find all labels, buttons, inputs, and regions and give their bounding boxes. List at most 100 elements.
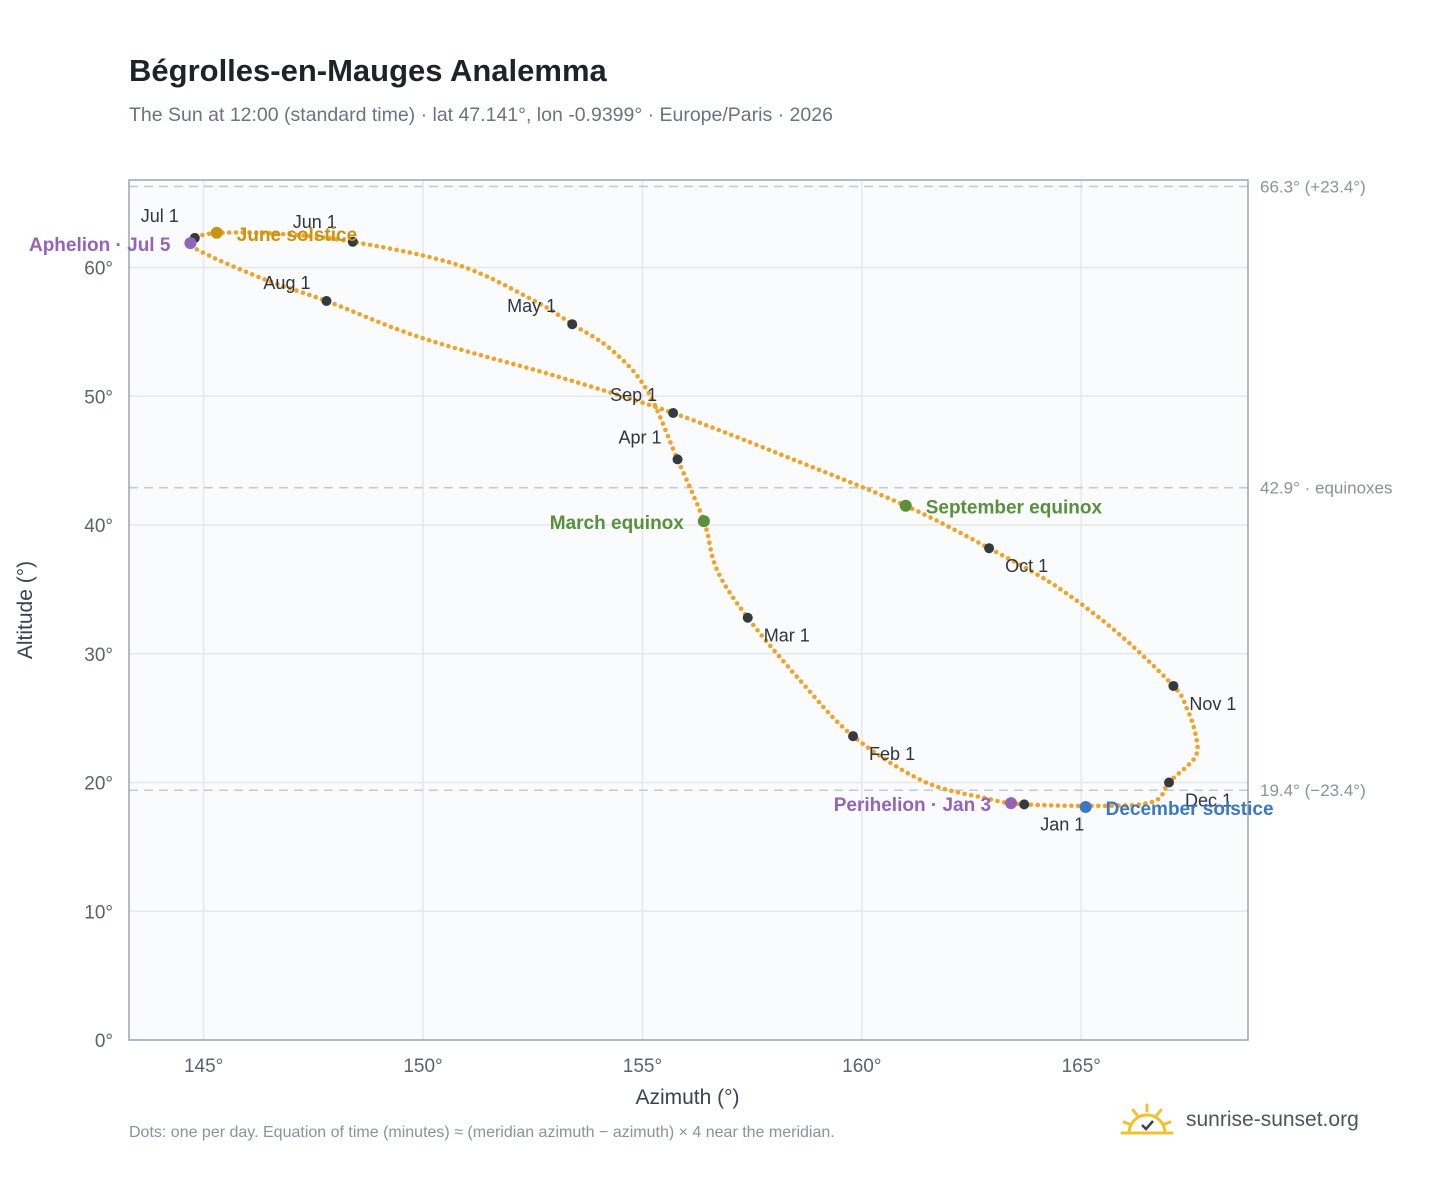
day-dot — [964, 533, 969, 539]
day-dot — [866, 487, 872, 493]
day-dot — [1055, 803, 1061, 808]
day-dot — [537, 369, 542, 374]
day-dot — [911, 774, 916, 779]
day-dot — [760, 445, 765, 450]
day-dot — [834, 719, 840, 724]
day-dot — [240, 230, 245, 235]
day-dot — [934, 518, 939, 523]
day-dot — [1017, 562, 1023, 568]
day-dot — [307, 292, 312, 298]
day-dot — [1187, 712, 1192, 717]
day-dot — [955, 790, 961, 795]
day-dot — [1155, 797, 1161, 802]
day-dot — [465, 266, 471, 271]
day-dot — [1195, 744, 1200, 750]
day-dot — [307, 233, 313, 239]
day-dot — [1085, 606, 1090, 612]
day-dot — [621, 358, 627, 364]
day-dot — [798, 679, 804, 684]
day-dot — [1011, 559, 1017, 564]
day-dot — [569, 378, 575, 384]
day-dot — [882, 756, 888, 762]
day-dot — [807, 689, 813, 695]
day-dot — [439, 341, 445, 347]
day-dot — [601, 341, 606, 346]
day-dot — [658, 415, 663, 420]
event-marker — [184, 237, 197, 250]
day-dot — [206, 231, 212, 237]
day-dot — [616, 354, 622, 359]
day-dot — [893, 764, 899, 769]
day-dot — [1127, 640, 1132, 646]
day-dot — [640, 400, 645, 406]
day-dot — [321, 235, 326, 240]
month-marker — [321, 296, 332, 307]
day-dot — [524, 365, 529, 370]
day-dot — [646, 402, 652, 408]
month-label: Feb 1 — [869, 744, 915, 764]
day-dot — [999, 552, 1005, 558]
y-tick-label: 10° — [84, 902, 113, 923]
day-dot — [532, 298, 538, 304]
day-dot — [772, 450, 778, 455]
reference-line-label: 19.4° (−23.4°) — [1260, 781, 1366, 800]
day-dot — [1101, 619, 1106, 624]
day-dot — [381, 245, 386, 250]
day-dot — [962, 791, 967, 797]
day-dot — [821, 704, 826, 710]
day-dot — [247, 230, 252, 235]
day-dot — [433, 340, 438, 345]
day-dot — [697, 420, 703, 426]
day-dot — [652, 402, 658, 408]
day-dot — [243, 269, 249, 275]
day-dot — [400, 248, 406, 254]
day-dot — [1160, 792, 1165, 797]
day-dot — [703, 422, 709, 428]
day-dot — [555, 312, 561, 318]
day-dot — [1136, 802, 1142, 807]
day-dot — [367, 242, 373, 248]
day-dot — [194, 247, 200, 252]
day-dot — [351, 309, 356, 315]
day-dot — [946, 524, 951, 529]
day-dot — [1106, 623, 1112, 628]
day-dot — [427, 254, 432, 260]
day-dot — [1171, 775, 1177, 781]
event-marker — [1005, 797, 1018, 810]
day-dot — [860, 741, 865, 746]
day-dot — [797, 460, 803, 465]
day-dot — [763, 638, 769, 643]
day-dot — [1062, 803, 1067, 808]
day-dot — [928, 515, 933, 520]
brand[interactable]: sunrise-sunset.org — [1120, 1103, 1359, 1137]
day-dot — [478, 271, 484, 277]
day-dot — [735, 435, 740, 440]
day-dot — [388, 324, 394, 330]
day-dot — [830, 714, 835, 720]
month-label: Jan 1 — [1040, 814, 1084, 834]
day-dot — [823, 470, 828, 475]
day-dot — [334, 236, 340, 242]
day-dot — [496, 280, 502, 285]
day-dot — [314, 234, 320, 240]
month-marker — [984, 543, 995, 554]
day-dot — [663, 427, 668, 433]
day-dot — [646, 390, 651, 396]
day-dot — [556, 374, 562, 380]
day-dot — [502, 283, 508, 288]
brand-link[interactable]: sunrise-sunset.org — [1186, 1108, 1359, 1131]
day-dot — [730, 595, 736, 601]
y-tick-label: 0° — [95, 1031, 113, 1052]
day-dot — [1184, 705, 1189, 711]
day-dot — [1096, 803, 1101, 809]
day-dot — [300, 290, 306, 296]
day-dot — [1136, 650, 1142, 655]
day-dot — [710, 425, 715, 430]
day-dot — [1023, 565, 1029, 571]
y-tick-label: 30° — [84, 645, 113, 666]
day-dot — [249, 272, 255, 277]
day-dot — [723, 584, 729, 589]
day-dot — [829, 472, 834, 478]
day-dot — [420, 335, 426, 341]
